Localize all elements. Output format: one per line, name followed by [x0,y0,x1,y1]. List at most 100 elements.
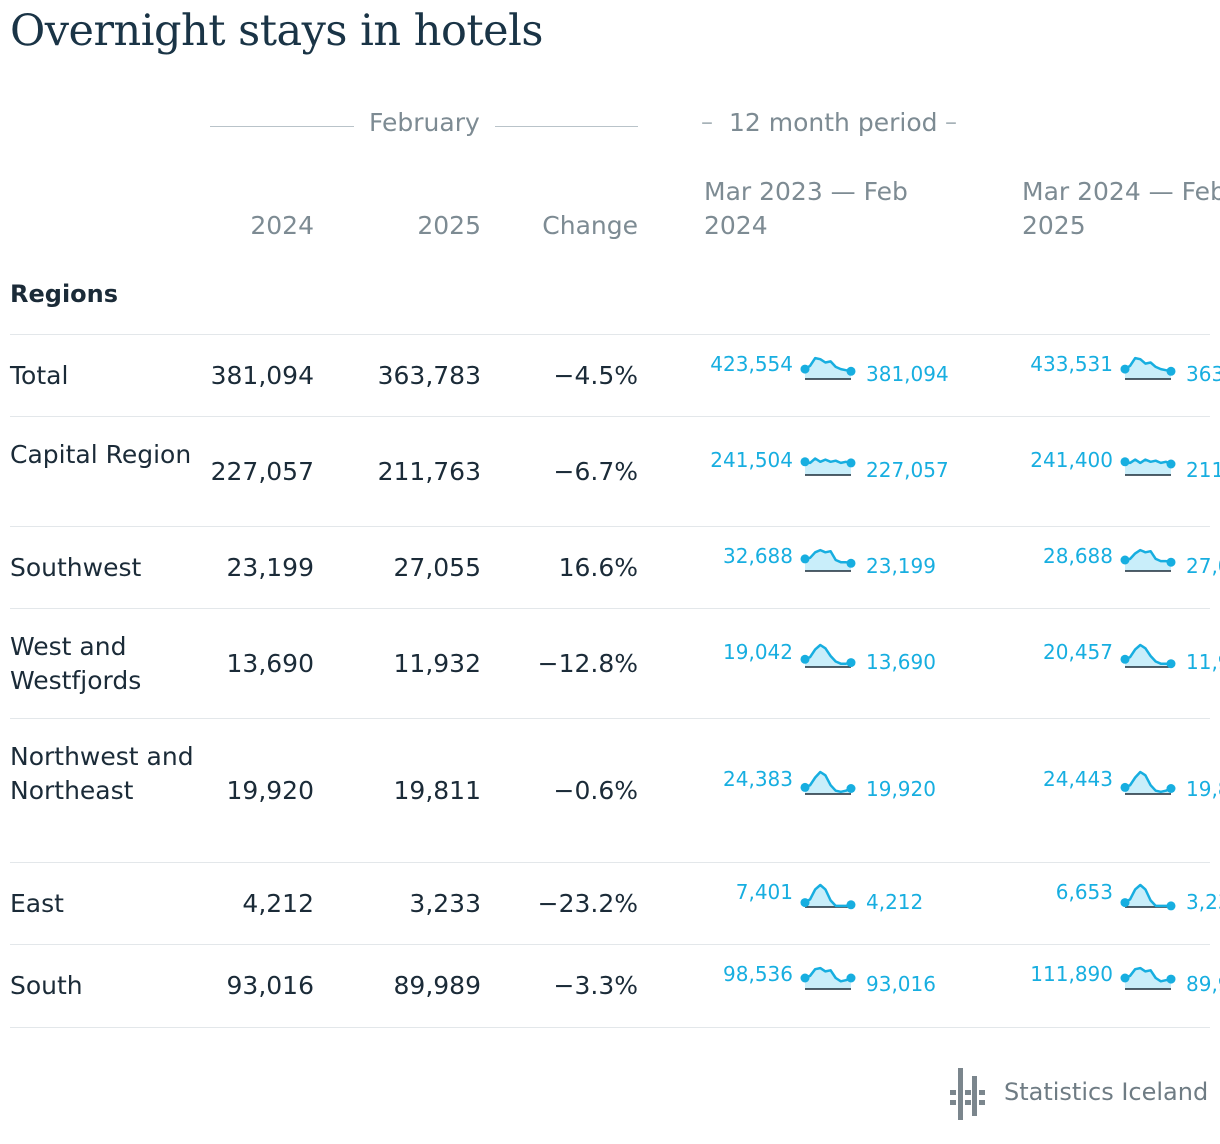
sparkline-line [804,643,852,665]
sparkline-line [804,356,852,373]
sparkline-end-dot [846,784,856,793]
sparkline-start-value: 98,536 [723,962,793,986]
sparkline-end-dot [1166,659,1176,669]
sparkline-end-dot [1166,459,1176,469]
column-header-period-1: Mar 2023 — Feb 2024 [704,177,908,240]
sparkline-start-dot [800,457,810,467]
sparkline [800,963,856,997]
column-header-2024: 2024 [250,211,314,240]
sparkline [800,641,856,675]
value-2024: 13,690 [226,649,314,678]
change-percent: −4.5% [553,361,638,390]
value-2025: 19,811 [393,776,481,805]
sparkline-line [1124,770,1172,794]
sparkline-start-dot [1120,898,1130,908]
sparkline-area [1125,645,1171,667]
change-percent: −0.6% [553,776,638,805]
sparkline-start-dot [800,898,810,908]
group-label-february: February [369,108,480,137]
sparkline-start-dot [800,973,810,983]
value-2024: 23,199 [226,553,314,582]
sparkline [800,545,856,579]
group-header-period: – 12 month period – [700,108,1000,144]
table-row: South 93,016 89,989 −3.3% 98,536 93,016 111,89… [10,944,1220,1028]
region-name: West and Westfjords [10,632,142,695]
sparkline-start-dot [1120,654,1130,664]
sparkline-line [1124,356,1172,373]
sparkline-area [805,968,851,989]
sparkline-line [804,548,852,565]
change-percent: −3.3% [553,971,638,1000]
value-2024: 93,016 [226,971,314,1000]
table-row: Total 381,094 363,783 −4.5% 423,554 381,094 43… [10,334,1220,417]
page-title: Overnight stays in hotels [10,6,543,56]
sparkline-start-value: 24,443 [1043,767,1113,791]
value-2024: 227,057 [210,457,314,486]
sparkline [1120,353,1176,387]
divider [210,126,354,127]
sparkline-end-dot [846,900,856,910]
sparkline-start-value: 433,531 [1030,352,1113,376]
change-percent: −12.8% [537,649,638,678]
sparkline-start-value: 111,890 [1030,962,1113,986]
sparkline-end-value: 227,057 [866,458,949,482]
region-name: Northwest and Northeast [10,742,194,805]
sparkline-end-dot [1166,366,1176,376]
sparkline-start-value: 423,554 [710,352,793,376]
sparkline-end-value: 89,989 [1186,972,1220,996]
sparkline-end-value: 4,212 [866,890,924,914]
region-name: South [10,971,83,1000]
region-name: East [10,889,64,918]
sparkline-end-value: 3,233 [1186,890,1220,914]
sparkline [800,768,856,802]
table-row: Northwest and Northeast 19,920 19,811 −0.6%… [10,718,1220,863]
sparkline-end-dot [846,658,856,668]
sparkline [800,881,856,915]
sparkline-end-value: 19,920 [866,777,936,801]
table-row: West and Westfjords 13,690 11,932 −12.8% 19,… [10,608,1220,719]
sparkline-end-dot [846,558,856,568]
column-header-2025: 2025 [417,211,481,240]
sparkline-end-value: 93,016 [866,972,936,996]
sparkline-end-value: 211,763 [1186,458,1220,482]
statistics-iceland-logo-icon [946,1068,994,1124]
sparkline-line [804,770,852,794]
sparkline-area [1125,968,1171,989]
sparkline-end-value: 13,690 [866,650,936,674]
sparkline-area [1125,358,1171,379]
change-percent: −23.2% [537,889,638,918]
sparkline-area [1125,550,1171,571]
sparkline-end-value: 11,932 [1186,650,1220,674]
value-2025: 11,932 [393,649,481,678]
table-row: Southwest 23,199 27,055 16.6% 32,688 23,199 28… [10,526,1220,609]
column-header-change: Change [542,211,638,240]
table-row: Capital Region 227,057 211,763 −6.7% 241,504… [10,416,1220,527]
sparkline-line [804,883,852,908]
sparkline-end-dot [1166,784,1176,793]
sparkline-end-value: 19,811 [1186,777,1220,801]
sparkline-start-dot [800,554,810,564]
sparkline-area [805,550,851,571]
value-2025: 27,055 [393,553,481,582]
sparkline-end-value: 23,199 [866,554,936,578]
value-2025: 89,989 [393,971,481,1000]
value-2024: 381,094 [210,361,314,390]
sparkline-end-value: 363,783 [1186,362,1220,386]
dash-icon: – [701,108,713,136]
sparkline [1120,449,1176,483]
region-name: Southwest [10,553,142,582]
value-2024: 19,920 [226,776,314,805]
sparkline-end-value: 27,055 [1186,554,1220,578]
divider [495,126,638,127]
sparkline-end-dot [1166,974,1176,984]
section-label-regions: Regions [10,280,119,308]
sparkline-start-dot [800,782,810,792]
group-header-february: February [210,108,638,144]
sparkline-start-value: 241,504 [710,448,793,472]
value-2025: 211,763 [377,457,481,486]
sparkline [1120,545,1176,579]
sparkline-end-value: 381,094 [866,362,949,386]
region-name: Capital Region [10,440,192,469]
sparkline-start-dot [1120,364,1130,374]
sparkline-start-value: 24,383 [723,767,793,791]
